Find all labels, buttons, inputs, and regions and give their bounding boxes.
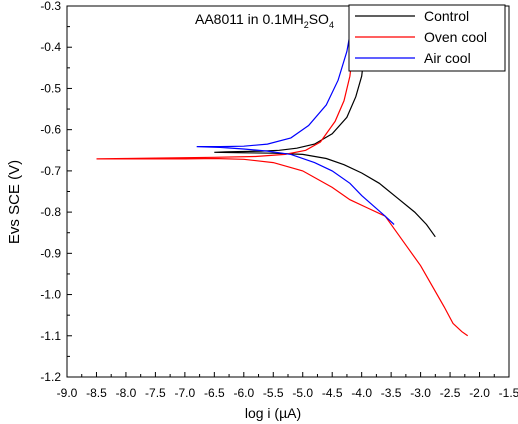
legend-label: Oven cool [424,29,487,45]
series-layer [96,18,469,337]
x-axis-label: log i (µA) [245,405,301,421]
y-tick-label: -0.7 [40,164,61,178]
series-line-control [214,51,436,238]
y-axis-ticks: -0.3 -0.4 -0.5 -0.6 -0.7 -0.8 -0.9 -1.0 -1.1 -1.2 [40,0,72,384]
legend: Control Oven cool Air cool [348,4,506,72]
x-tick-label: -4.0 [351,386,372,400]
chart-title: AA8011 in 0.1MH2SO4 [195,11,334,30]
legend-label: Control [424,8,469,24]
x-tick-label: -7.5 [145,386,166,400]
x-tick-label: -9.0 [57,386,78,400]
x-tick-label: -3.5 [381,386,402,400]
x-tick-label: -8.0 [116,386,137,400]
x-tick-label: -8.5 [86,386,107,400]
x-tick-label: -3.0 [410,386,431,400]
y-tick-label: -1.1 [40,329,61,343]
y-tick-label: -0.8 [40,205,61,219]
chart-title-sub2: 4 [329,20,334,30]
x-tick-label: -7.0 [175,386,196,400]
y-tick-label: -1.2 [40,370,61,384]
chart-title-sub1: 2 [304,20,309,30]
y-tick-label: -1.0 [40,288,61,302]
y-tick-label: -0.4 [40,40,61,54]
x-tick-label: -5.5 [263,386,284,400]
x-tick-label: -6.0 [233,386,254,400]
x-axis-ticks: -9.0 -8.5 -8.0 -7.5 -7.0 -6.5 -6.0 -5.5 -5.0 -4.5… [57,372,518,400]
x-tick-label: -6.5 [204,386,225,400]
chart-title-mid: SO [309,11,329,27]
x-tick-label: -2.5 [440,386,461,400]
chart-title-main: AA8011 in 0.1MH [195,11,304,27]
y-tick-label: -0.9 [40,246,61,260]
y-tick-label: -0.3 [40,0,61,13]
y-axis-label: Evs SCE (V) [6,160,23,244]
x-tick-label: -4.5 [322,386,343,400]
y-tick-label: -0.6 [40,123,61,137]
series-line-air-cool [196,18,395,225]
x-tick-label: -5.0 [292,386,313,400]
x-tick-label: -2.0 [469,386,490,400]
series-line-oven-cool [96,51,469,337]
legend-label: Air cool [424,50,471,66]
x-tick-label: -1.5 [499,386,518,400]
y-tick-label: -0.5 [40,81,61,95]
